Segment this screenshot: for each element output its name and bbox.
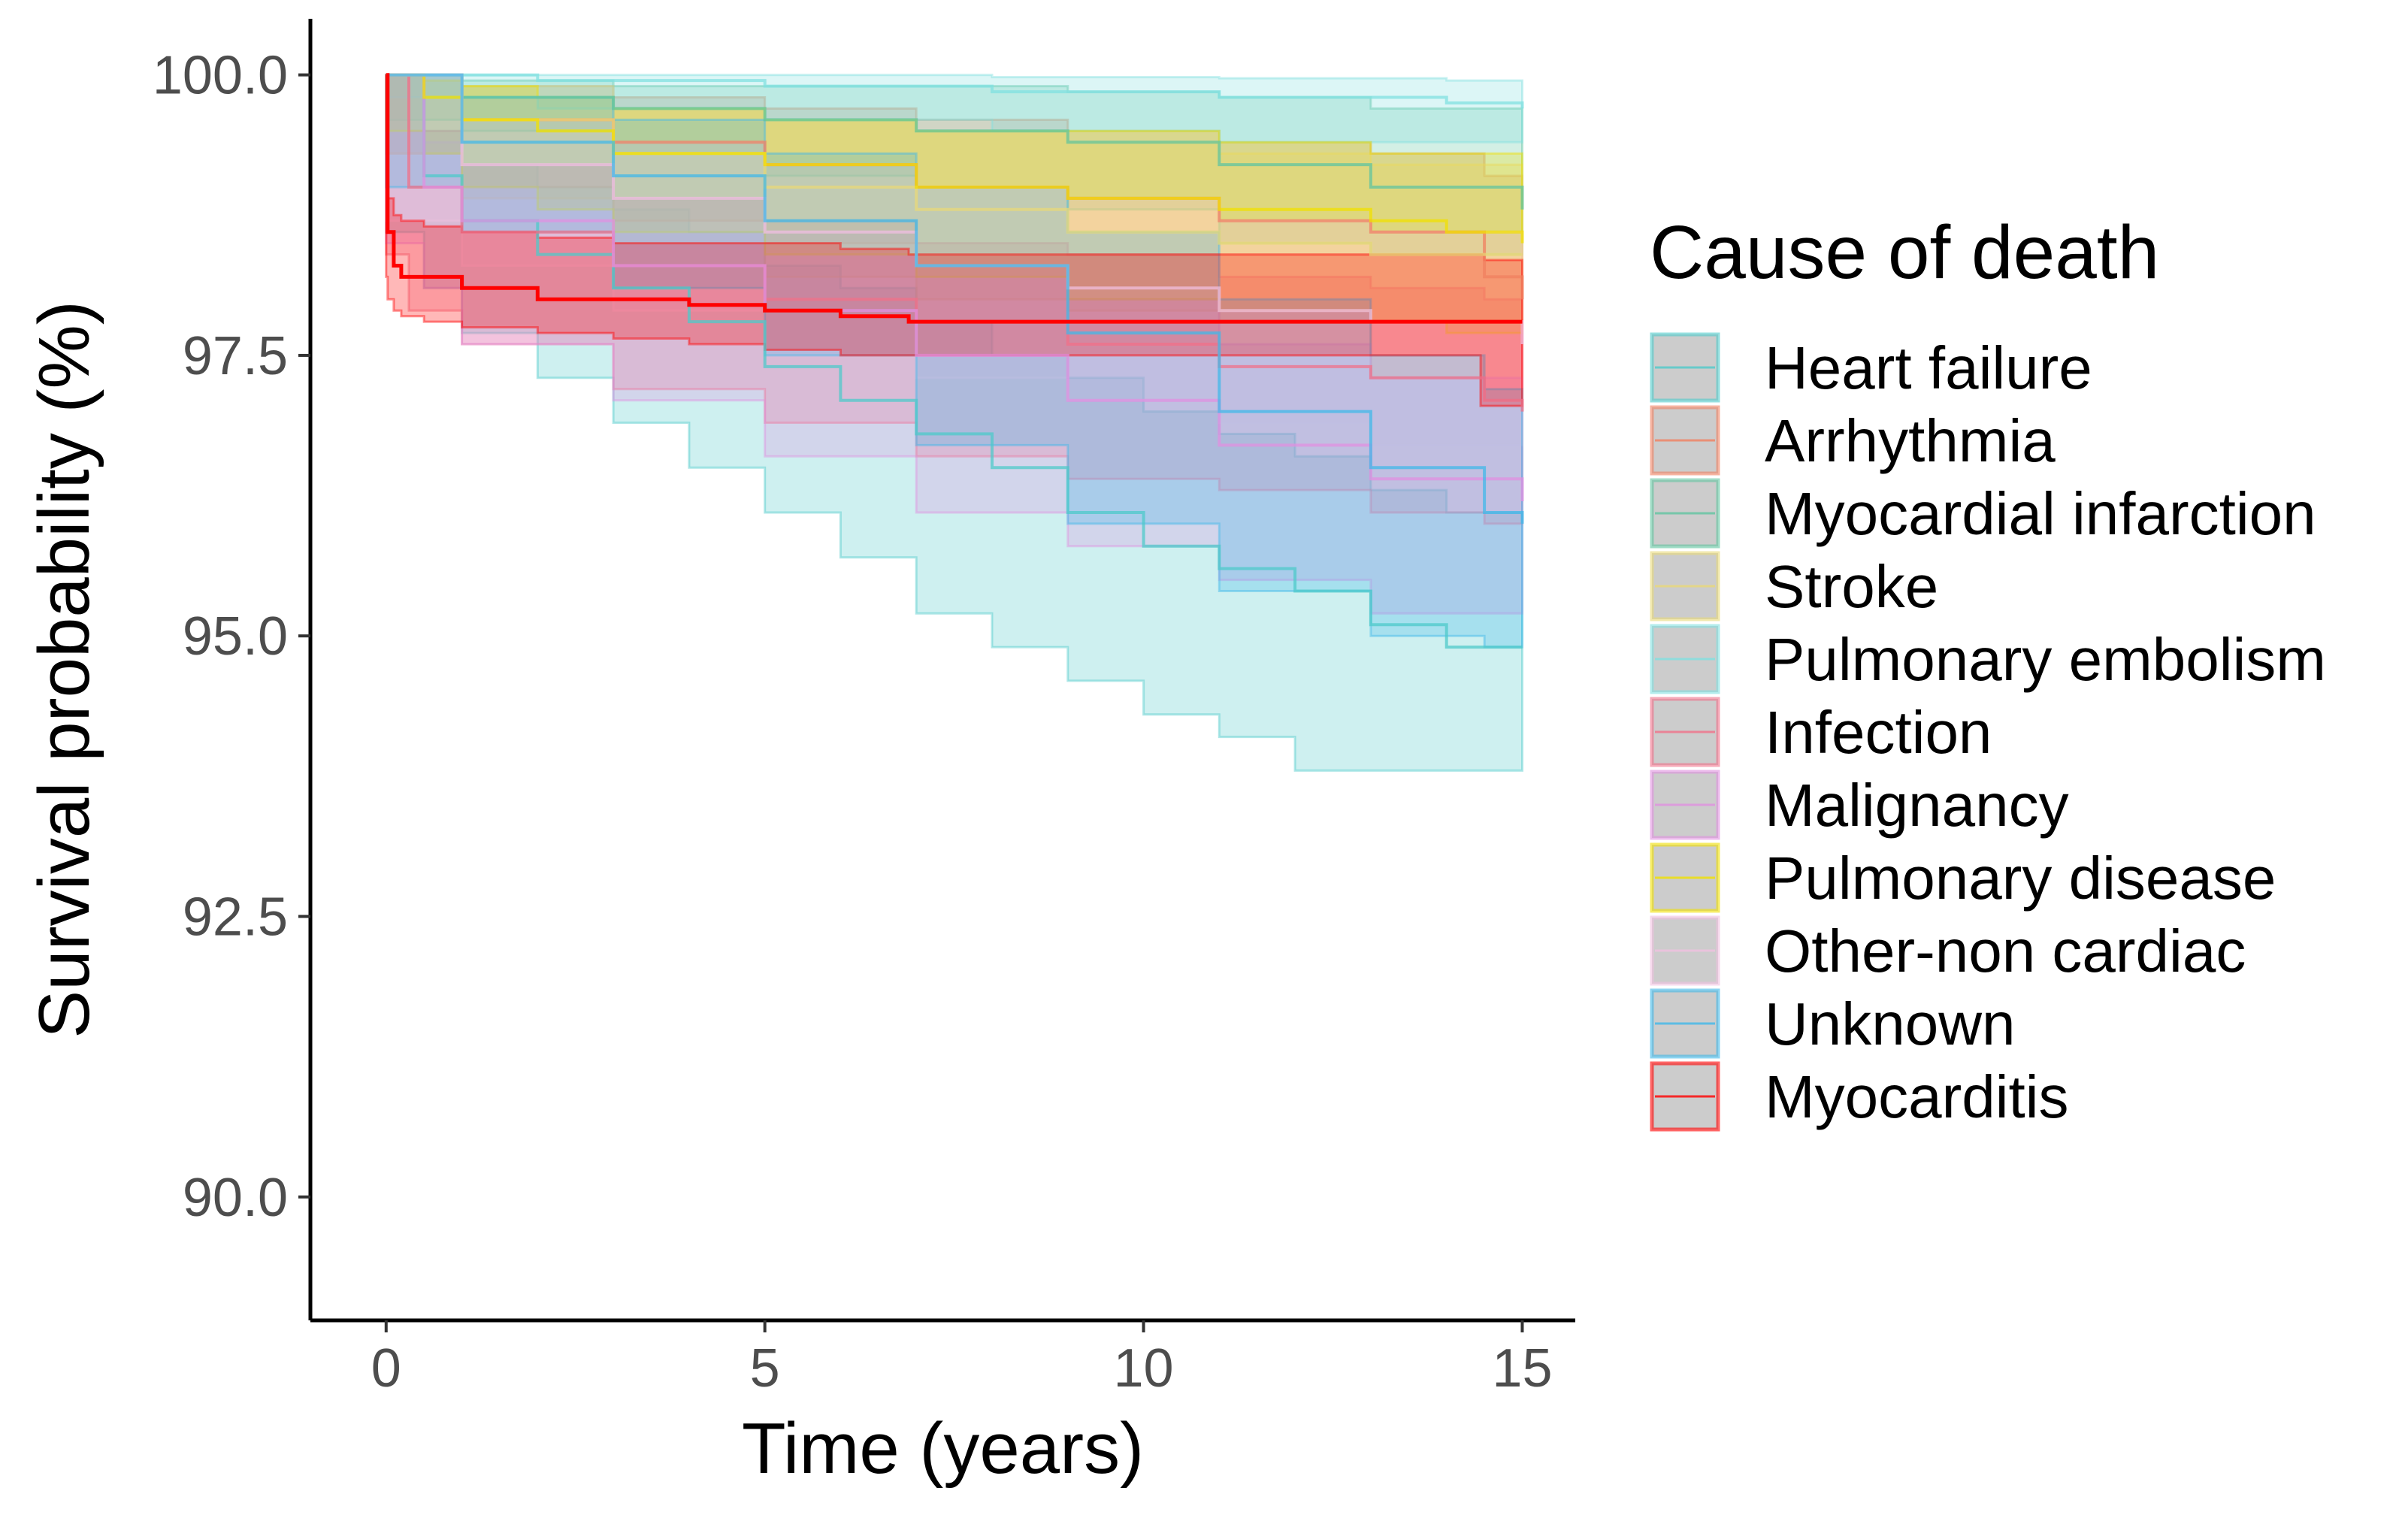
curve-myocarditis	[386, 73, 1523, 324]
legend-label: Malignancy	[1765, 772, 2069, 839]
legend-label: Infection	[1765, 699, 1992, 766]
legend-item-malignancy: Malignancy	[1650, 770, 2069, 840]
legend-item-myocarditis: Myocarditis	[1650, 1061, 2069, 1132]
curve-heart-failure	[386, 73, 1523, 649]
x-axis-title: Time (years)	[742, 1408, 1144, 1489]
x-tick-label: 5	[750, 1338, 780, 1399]
y-tick-label: 90.0	[183, 1168, 288, 1228]
y-tick-label: 97.5	[183, 326, 288, 386]
legend-title: Cause of death	[1650, 210, 2159, 295]
axes: 90.0 92.5 95.0 97.5 100.0 0 5 10 15 Time (years) S…	[24, 19, 1575, 1489]
legend-item-other-non-cardiac: Other-non cardiac	[1650, 915, 2246, 986]
x-tick-label: 0	[371, 1338, 401, 1399]
legend-item-stroke: Stroke	[1650, 551, 1938, 621]
legend-label: Unknown	[1765, 990, 2016, 1057]
legend-item-pulmonary-embolism: Pulmonary embolism	[1650, 624, 2326, 694]
legend-label: Pulmonary embolism	[1765, 626, 2326, 693]
curve-pulmonary-embolism	[386, 73, 1524, 109]
y-tick-label: 100.0	[153, 46, 288, 106]
confidence-bands	[385, 74, 1523, 772]
legend-item-myocardial-infarction: Myocardial infarction	[1650, 478, 2316, 549]
y-tick-label: 95.0	[183, 606, 288, 667]
legend-item-infection: Infection	[1650, 697, 1992, 767]
x-tick-label: 15	[1492, 1338, 1552, 1399]
legend-item-unknown: Unknown	[1650, 988, 2016, 1059]
y-axis-title: Survival probability (%)	[24, 301, 104, 1039]
survival-curves	[386, 73, 1524, 649]
x-tick-label: 10	[1114, 1338, 1174, 1399]
legend-item-pulmonary-disease: Pulmonary disease	[1650, 842, 2276, 913]
legend-item-heart-failure: Heart failure	[1650, 332, 2092, 403]
legend-label: Other-non cardiac	[1765, 918, 2246, 984]
curve-unknown	[386, 73, 1524, 524]
curve-myocardial-infarction	[386, 73, 1524, 210]
legend-label: Myocarditis	[1765, 1063, 2069, 1130]
legend-label: Stroke	[1765, 553, 1938, 620]
legend-label: Heart failure	[1765, 334, 2092, 401]
legend-label: Pulmonary disease	[1765, 845, 2276, 912]
legend-item-arrhythmia: Arrhythmia	[1650, 405, 2056, 476]
y-tick-label: 92.5	[183, 887, 288, 947]
legend-label: Myocardial infarction	[1765, 480, 2316, 547]
legend-label: Arrhythmia	[1765, 407, 2056, 474]
